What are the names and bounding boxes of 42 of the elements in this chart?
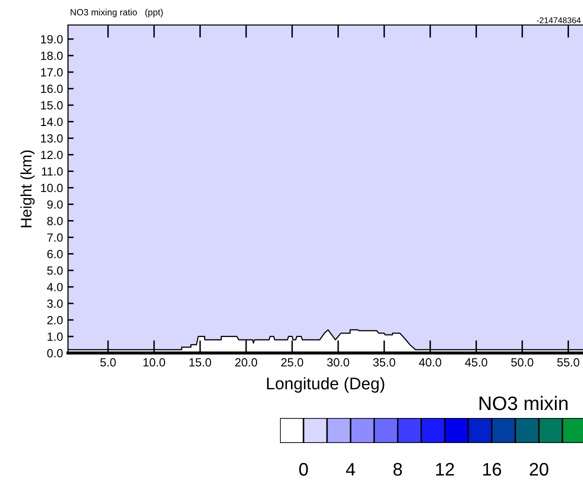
color-bar-label: 16 bbox=[483, 462, 502, 476]
y-tick-label: 8.0 bbox=[47, 216, 63, 226]
y-tick-label: 12.0 bbox=[41, 150, 63, 160]
y-tick-label: 14.0 bbox=[41, 118, 63, 126]
x-tick-label: 50.0 bbox=[511, 358, 534, 367]
x-tick-label: 5.0 bbox=[100, 358, 116, 367]
y-tick-label: 11.0 bbox=[42, 167, 63, 176]
y-tick-label: 2.0 bbox=[47, 316, 63, 324]
x-axis-title: Longitude (Deg) bbox=[267, 377, 384, 393]
color-bar-label: 12 bbox=[436, 462, 454, 476]
color-bar-title: NO3 mixin bbox=[480, 396, 568, 410]
x-tick-label: 20.0 bbox=[235, 358, 258, 367]
y-tick-label: 19.0 bbox=[41, 35, 63, 44]
y-tick-label: 18.0 bbox=[41, 52, 63, 60]
y-tick-label: 7.0 bbox=[47, 233, 63, 242]
y-tick-label: 17.0 bbox=[41, 68, 63, 76]
x-tick-label: 10.0 bbox=[143, 358, 166, 367]
y-tick-label: 16.0 bbox=[41, 84, 63, 94]
y-axis-title: Height (km) bbox=[20, 150, 35, 228]
chart-subtitle: NO3 mixing ratio (ppt) bbox=[70, 8, 163, 18]
x-tick-label: 55.0 bbox=[557, 358, 580, 367]
color-bar-label: 20 bbox=[530, 462, 548, 476]
color-bar-label: 4 bbox=[346, 463, 356, 476]
y-tick-label: 5.0 bbox=[47, 266, 63, 275]
y-tick-label: 1.0 bbox=[48, 332, 63, 341]
y-tick-label: 4.0 bbox=[47, 282, 63, 292]
y-tick-label: 13.0 bbox=[41, 134, 63, 143]
x-tick-label: 30.0 bbox=[327, 358, 350, 367]
y-tick-label: 10.0 bbox=[41, 184, 63, 192]
color-bar-label: 8 bbox=[393, 462, 402, 476]
y-tick-label: 6.0 bbox=[47, 250, 63, 258]
x-tick-label: 40.0 bbox=[418, 358, 442, 367]
y-tick-label: 15.0 bbox=[41, 101, 63, 110]
x-tick-label: 45.0 bbox=[465, 358, 488, 367]
color-bar-label: 0 bbox=[299, 462, 308, 476]
text: -214748364 bbox=[536, 17, 581, 24]
y-tick-label: 3.0 bbox=[47, 299, 63, 308]
x-tick-label: 35.0 bbox=[373, 358, 396, 367]
x-tick-label: 15.0 bbox=[190, 358, 212, 367]
y-tick-label: 9.0 bbox=[47, 200, 63, 209]
x-tick-label: 25.0 bbox=[281, 358, 304, 367]
y-tick-label: 0.0 bbox=[47, 349, 63, 358]
